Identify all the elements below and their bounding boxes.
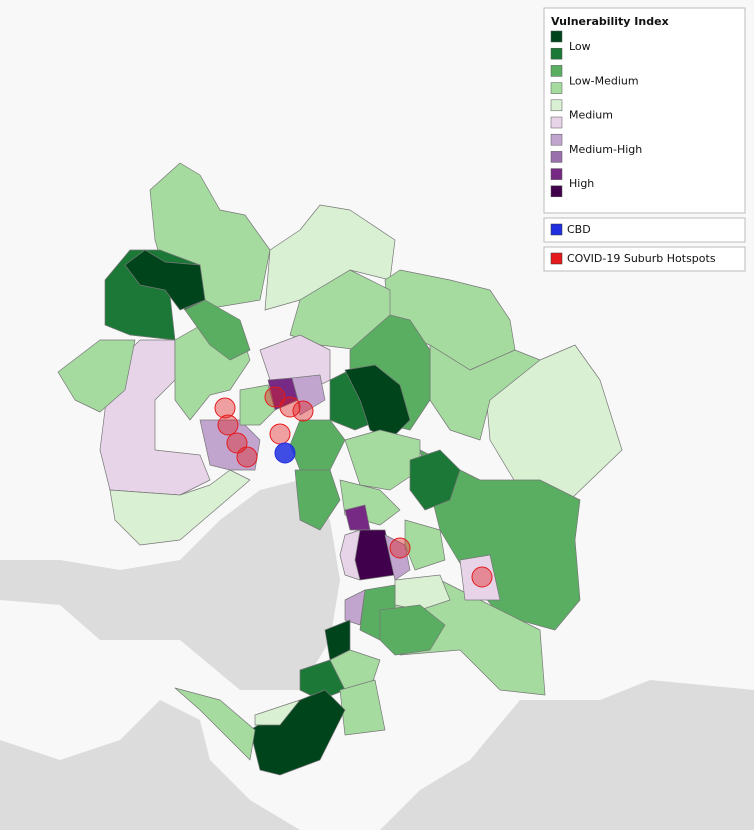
- hotspot-marker: [389, 537, 411, 559]
- hotspot-marker: [269, 423, 291, 445]
- legend-label: Medium: [569, 109, 613, 122]
- legend-box: [543, 7, 746, 214]
- hotspot-marker: [214, 397, 236, 419]
- legend-title: Vulnerability Index: [551, 15, 669, 28]
- legend-swatch: [550, 47, 563, 60]
- legend-swatch: [550, 99, 563, 112]
- hotspot-label: COVID-19 Suburb Hotspots: [567, 252, 716, 265]
- legend-swatch: [550, 252, 563, 265]
- legend: Vulnerability Index CBD COVID-19 Suburb …: [543, 7, 746, 272]
- legend-label: High: [569, 177, 594, 190]
- sea: [0, 480, 754, 830]
- hotspot-marker: [279, 396, 301, 418]
- legend-swatch: [550, 168, 563, 180]
- cbd-label: CBD: [567, 223, 591, 236]
- legend-swatch: [550, 185, 563, 198]
- hotspot-marker: [217, 414, 239, 436]
- legend-swatch: [550, 223, 563, 236]
- legend-swatch: [550, 82, 563, 94]
- legend-box: [543, 246, 746, 272]
- legend-swatch: [550, 151, 563, 163]
- hotspot-marker: [292, 400, 314, 422]
- legend-label: Low: [569, 40, 591, 53]
- hotspot-marker: [236, 446, 258, 468]
- hotspot-marker: [471, 566, 493, 588]
- legend-swatch: [550, 116, 563, 129]
- cbd-marker: [274, 442, 296, 464]
- legend-label: Low-Medium: [569, 74, 639, 87]
- suburb-regions: [57, 162, 623, 776]
- legend-swatch: [550, 133, 563, 146]
- legend-label: Medium-High: [569, 143, 642, 156]
- hotspot-markers: [214, 386, 493, 588]
- legend-swatch: [550, 30, 563, 43]
- legend-box: [543, 217, 746, 243]
- hotspot-marker: [264, 386, 286, 408]
- legend-swatch: [550, 65, 563, 77]
